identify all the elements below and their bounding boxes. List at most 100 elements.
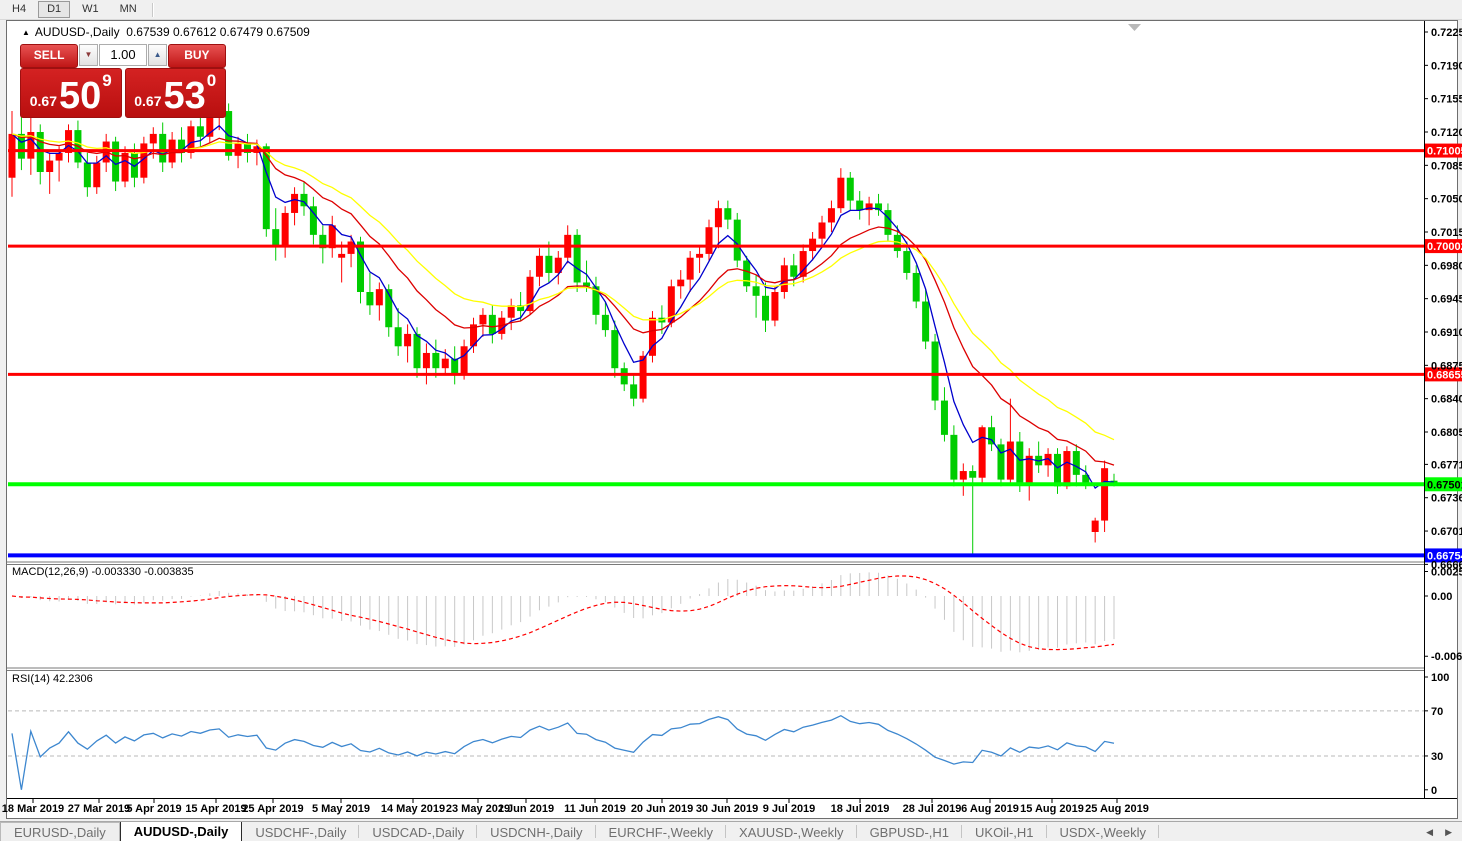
tab-separator <box>961 825 963 838</box>
symbol-tab-eurusd[interactable]: EURUSD-,Daily <box>0 822 120 841</box>
date-label: 6 Aug 2019 <box>961 803 1019 815</box>
chart-symbol-label: AUDUSD-,Daily <box>34 25 120 39</box>
timeframe-button-w1[interactable]: W1 <box>73 1 108 18</box>
timeframe-toolbar: H4 D1 W1 MN <box>0 0 1462 20</box>
chart-ohlc-values: 0.67539 0.67612 0.67479 0.67509 <box>126 25 310 39</box>
tab-separator <box>855 825 857 838</box>
symbol-tab-usdchf[interactable]: USDCHF-,Daily <box>242 822 360 841</box>
svg-text:70: 70 <box>1431 706 1443 718</box>
sell-price-box[interactable]: 0.67 50 9 <box>20 68 122 118</box>
macd-indicator-label: MACD(12,26,9) -0.003330 -0.003835 <box>12 566 194 578</box>
volume-input[interactable]: 1.00 <box>98 44 148 66</box>
buy-price-box[interactable]: 0.67 53 0 <box>124 68 226 118</box>
symbol-tab-ukoil[interactable]: UKOil-,H1 <box>962 822 1047 841</box>
sell-price-main: 50 <box>59 75 102 117</box>
date-label: 11 Jun 2019 <box>564 803 626 815</box>
rsi-indicator-label: RSI(14) 42.2306 <box>12 673 93 685</box>
date-label: 25 Aug 2019 <box>1085 803 1149 815</box>
symbol-tab-xauusd[interactable]: XAUUSD-,Weekly <box>726 822 857 841</box>
collapse-header-icon[interactable]: ▲ <box>22 28 30 37</box>
date-label: 5 May 2019 <box>312 803 370 815</box>
svg-text:30: 30 <box>1431 751 1443 763</box>
svg-text:0: 0 <box>1431 785 1437 797</box>
moving-average-lines <box>11 124 1115 490</box>
one-click-trading-panel: SELL ▼ 1.00 ▲ BUY 0.67 50 9 0.67 53 0 <box>20 44 227 118</box>
symbol-tab-usdcad[interactable]: USDCAD-,Daily <box>359 822 478 841</box>
date-label: 14 May 2019 <box>381 803 445 815</box>
symbol-tab-bar: EURUSD-,Daily AUDUSD-,Daily USDCHF-,Daily U… <box>0 821 1462 841</box>
tab-separator <box>1045 825 1047 838</box>
symbol-tab-usdcnh[interactable]: USDCNH-,Daily <box>477 822 596 841</box>
tab-separator <box>476 825 478 838</box>
symbol-tab-usdx[interactable]: USDX-,Weekly <box>1047 822 1159 841</box>
tab-scroll-left-icon[interactable]: ◀ <box>1426 826 1434 837</box>
date-label: 25 Apr 2019 <box>242 803 303 815</box>
svg-text:0.70002: 0.70002 <box>1427 241 1462 253</box>
tab-separator <box>358 825 360 838</box>
sell-price-prefix: 0.67 <box>29 93 57 109</box>
svg-text:0.00: 0.00 <box>1431 591 1452 603</box>
svg-text:100: 100 <box>1431 672 1449 684</box>
svg-text:0.66754: 0.66754 <box>1427 550 1462 562</box>
volume-decrease-button[interactable]: ▼ <box>79 44 98 66</box>
svg-text:0.71005: 0.71005 <box>1427 146 1462 158</box>
date-label: 20 Jun 2019 <box>631 803 693 815</box>
symbol-tab-eurchf[interactable]: EURCHF-,Weekly <box>596 822 727 841</box>
tab-scroll-right-icon[interactable]: ▶ <box>1445 826 1452 837</box>
buy-button[interactable]: BUY <box>167 44 227 68</box>
tab-separator <box>1158 825 1159 838</box>
rsi-line <box>11 714 1115 790</box>
svg-text:-0.006326: -0.006326 <box>1431 651 1462 663</box>
symbol-tab-audusd[interactable]: AUDUSD-,Daily <box>119 822 243 841</box>
buy-price-prefix: 0.67 <box>134 93 162 109</box>
sell-price-pip: 9 <box>102 71 112 90</box>
toolbar-separator <box>151 2 154 17</box>
date-label: 23 May 2019 <box>446 803 510 815</box>
timeframe-button-mn[interactable]: MN <box>110 1 146 18</box>
date-label: 15 Apr 2019 <box>185 803 246 815</box>
tab-separator <box>594 825 596 838</box>
volume-increase-button[interactable]: ▲ <box>148 44 167 66</box>
date-label: 27 Mar 2019 <box>68 803 130 815</box>
macd-histogram <box>20 572 1115 653</box>
date-label: 28 Jul 2019 <box>903 803 962 815</box>
date-label: 30 Jun 2019 <box>696 803 758 815</box>
sell-button[interactable]: SELL <box>20 44 79 68</box>
buy-price-pip: 0 <box>206 71 217 90</box>
ma-slow <box>11 133 1115 441</box>
svg-text:0.67501: 0.67501 <box>1427 479 1462 491</box>
date-label: 5 Apr 2019 <box>126 803 181 815</box>
chart-shift-marker-icon <box>1128 24 1141 31</box>
symbol-tab-gbpusd[interactable]: GBPUSD-,H1 <box>857 822 963 841</box>
date-label: 15 Aug 2019 <box>1020 803 1084 815</box>
svg-text:0.002574: 0.002574 <box>1431 566 1462 578</box>
tab-separator <box>725 825 727 838</box>
timeframe-button-h4[interactable]: H4 <box>3 1 36 18</box>
date-label: 9 Jul 2019 <box>763 803 816 815</box>
buy-price-main: 53 <box>163 75 206 117</box>
timeframe-button-d1[interactable]: D1 <box>38 1 71 18</box>
chart-header: ▲ AUDUSD-,Daily 0.67539 0.67612 0.67479 0… <box>22 25 310 39</box>
date-label: 18 Mar 2019 <box>2 803 64 815</box>
date-label: 2 Jun 2019 <box>498 803 554 815</box>
svg-text:0.68655: 0.68655 <box>1427 369 1462 381</box>
